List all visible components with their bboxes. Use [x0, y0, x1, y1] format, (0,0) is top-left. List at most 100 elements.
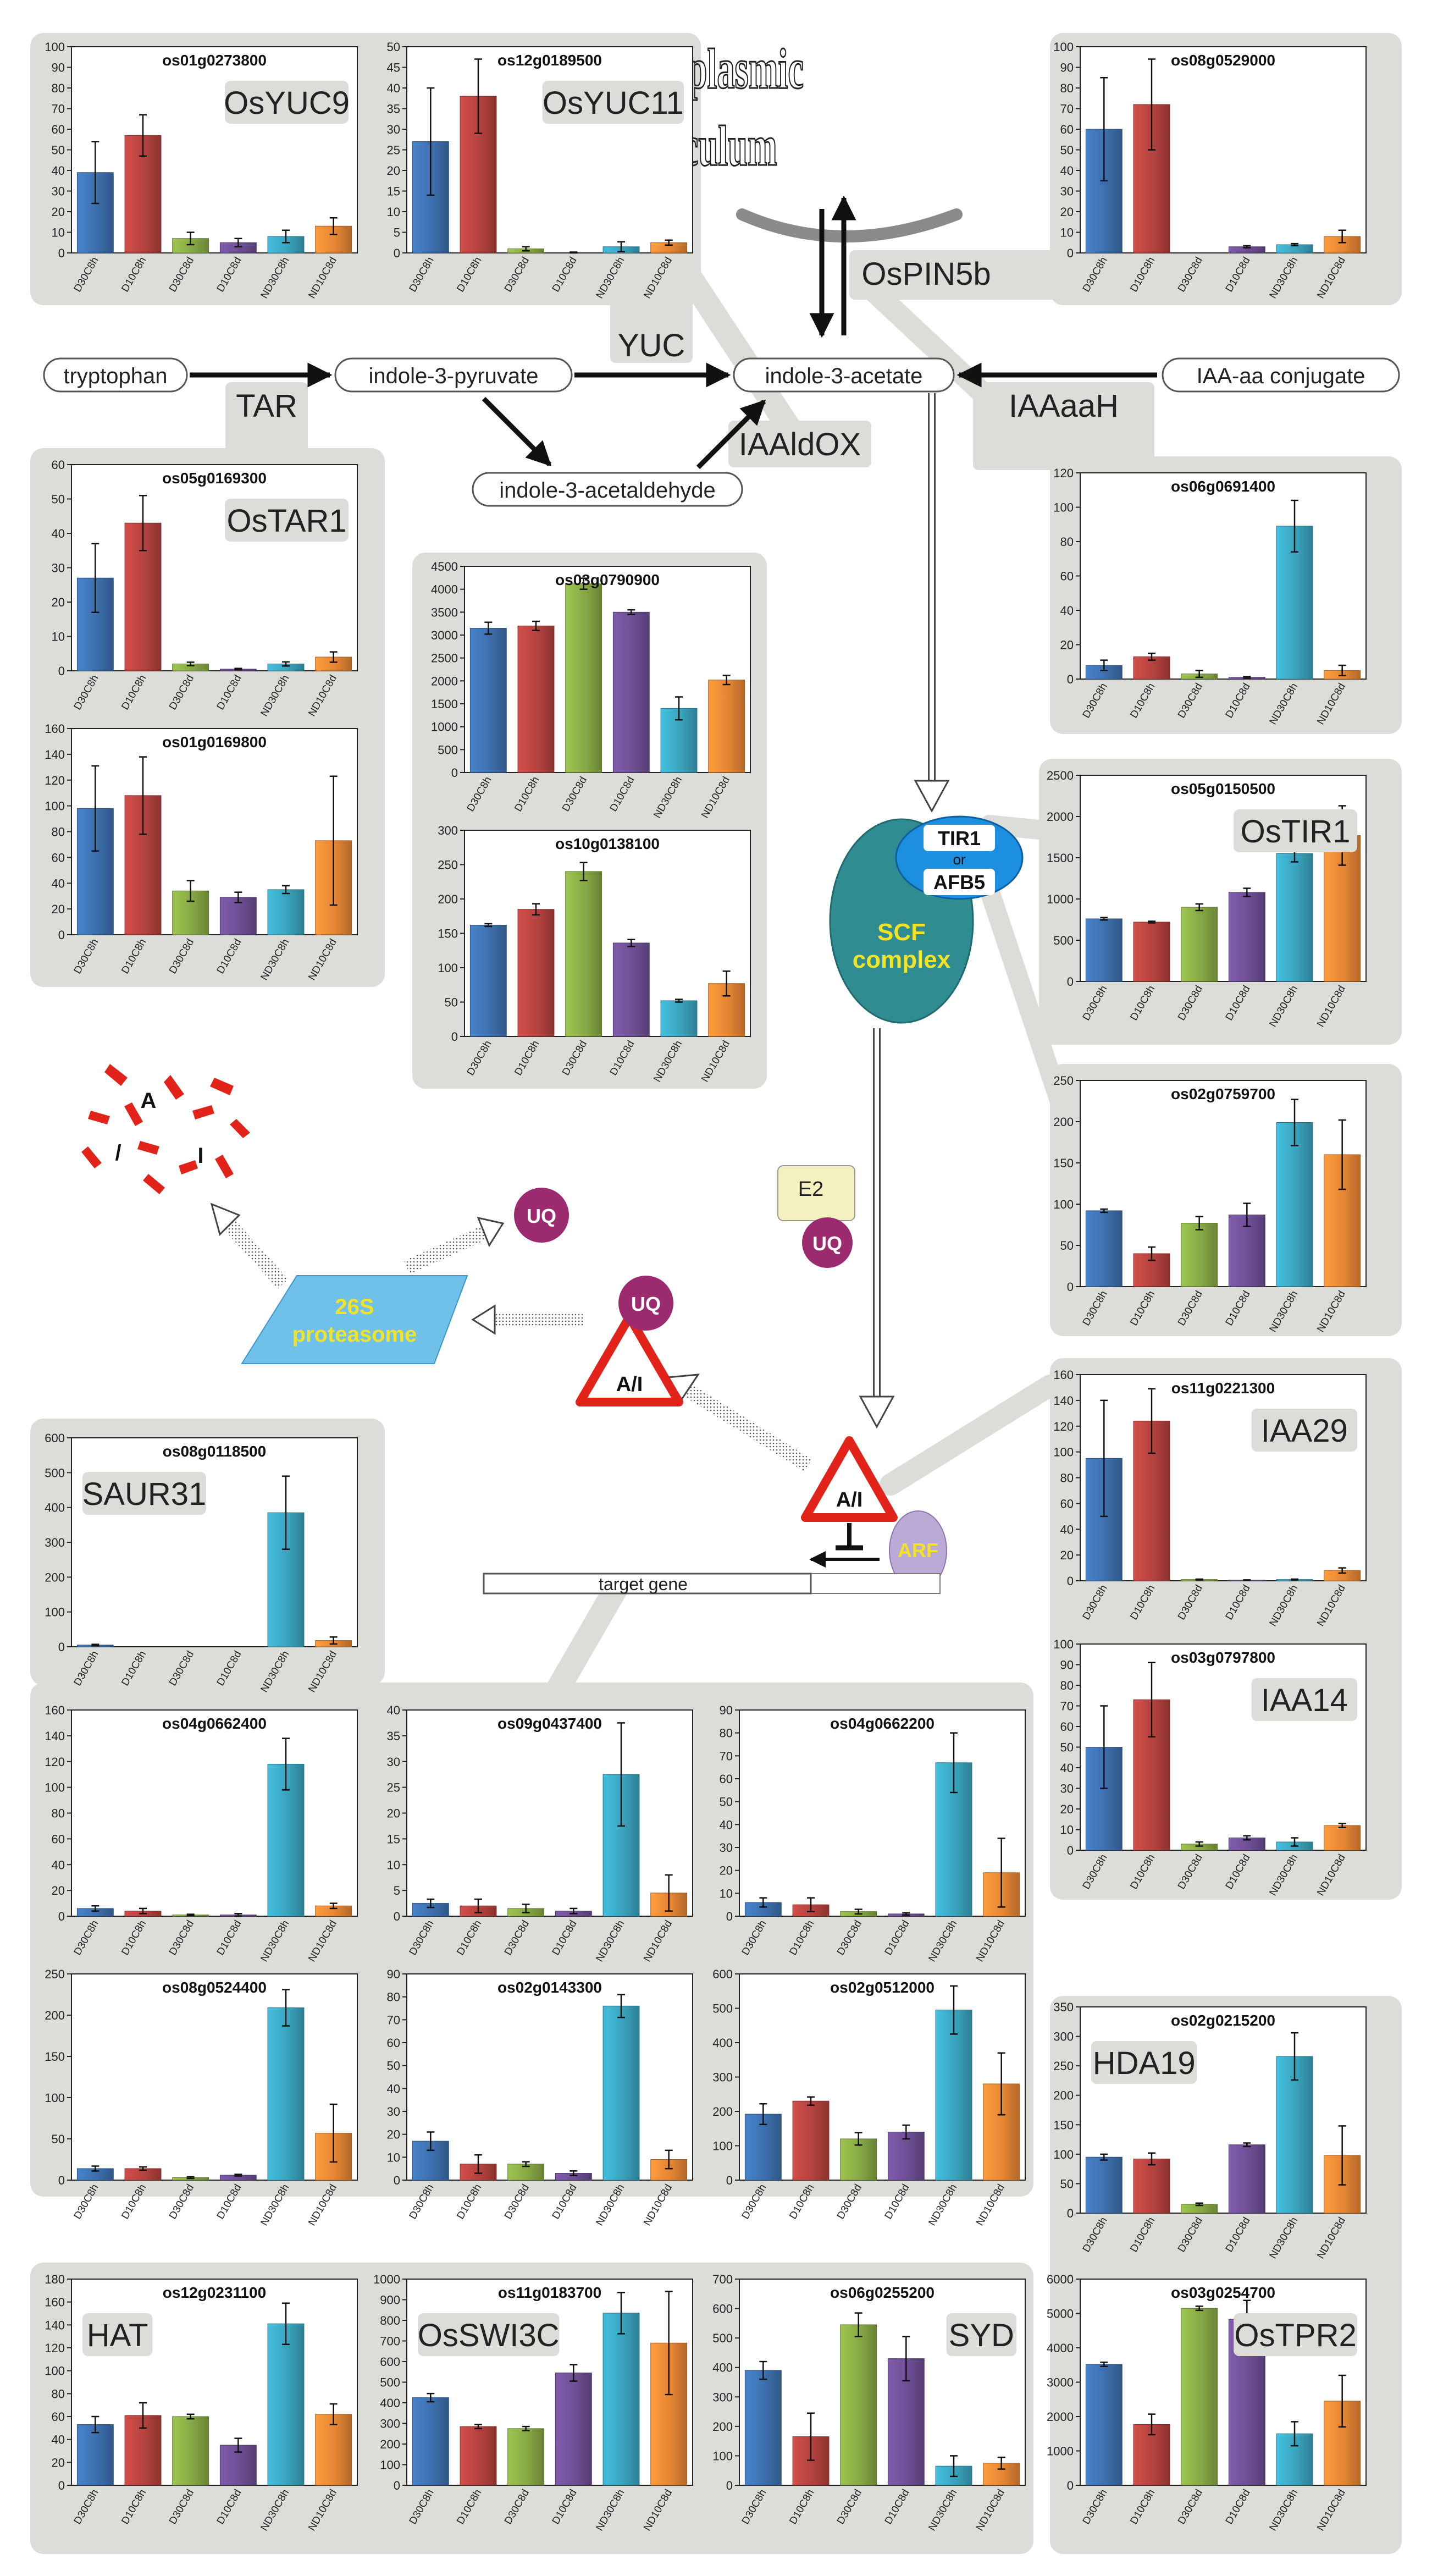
y-tick-label: 80: [1060, 1679, 1074, 1692]
scf-label-line1: SCF: [877, 919, 926, 946]
bar-D30C8d: [565, 871, 602, 1037]
y-tick-label: 0: [1067, 2207, 1074, 2220]
y-tick-label: 50: [387, 40, 400, 54]
y-tick-label: 90: [1060, 61, 1074, 75]
y-tick-label: 20: [52, 902, 65, 916]
repressor-release-path: [672, 1376, 812, 1472]
gene-name: SAUR31: [82, 1476, 207, 1512]
y-tick-label: 10: [1060, 226, 1074, 240]
y-tick-label: 0: [394, 246, 400, 260]
aux-iaa-connector: [880, 1375, 1061, 1496]
chart-gene-id: os01g0169800: [162, 733, 267, 751]
y-tick-label: 100: [45, 2091, 65, 2105]
y-tick-label: 30: [720, 1841, 733, 1855]
y-tick-label: 5: [394, 226, 400, 240]
y-tick-label: 140: [45, 748, 65, 762]
plot-area: [1080, 2006, 1367, 2214]
y-tick-label: 5: [394, 1884, 400, 1897]
bar-D30C8d: [507, 2428, 545, 2486]
y-tick-label: 1500: [1047, 851, 1074, 865]
er-membrane: [736, 208, 963, 242]
y-tick-label: 800: [380, 2314, 400, 2327]
chart-gene-id: os06g0691400: [1171, 478, 1275, 495]
enzyme-tar: TAR: [236, 388, 297, 424]
y-tick-label: 0: [394, 2174, 400, 2187]
gene-name: OsTAR1: [227, 503, 347, 539]
y-tick-label: 35: [387, 102, 400, 116]
gene-name: IAA14: [1261, 1683, 1348, 1718]
y-tick-label: 60: [52, 458, 65, 472]
aux-iaa-repressor: [801, 1436, 898, 1522]
bar-D30C8h: [469, 628, 507, 773]
bar-D10C8d: [1228, 892, 1265, 982]
afb5-tag: [924, 869, 995, 895]
chart-gene-id: os02g0143300: [497, 1979, 602, 1996]
y-tick-label: 350: [1053, 2000, 1074, 2014]
y-tick-label: 0: [58, 246, 65, 260]
y-tick-label: 100: [1053, 2148, 1074, 2161]
iaa-to-receptor-head: [914, 780, 950, 813]
y-tick-label: 100: [45, 2364, 65, 2378]
signalling-complex: SCF complex TIR1 or AFB5 E2 UQ A/I ARF t…: [81, 393, 1024, 1595]
y-tick-label: 70: [1060, 1700, 1074, 1713]
y-tick-label: 200: [712, 2105, 733, 2119]
y-tick-label: 60: [387, 2036, 400, 2050]
y-tick-label: 10: [387, 2150, 400, 2164]
y-tick-label: 70: [720, 1749, 733, 1763]
chart-gene-id: os03g0254700: [1171, 2284, 1275, 2301]
y-tick-label: 50: [1060, 2177, 1074, 2191]
y-tick-label: 140: [45, 1729, 65, 1743]
y-tick-label: 300: [712, 2071, 733, 2084]
y-tick-label: 150: [1053, 1156, 1074, 1170]
y-tick-label: 10: [720, 1887, 733, 1900]
fragment: [124, 1102, 143, 1126]
bar-D30C8h: [1085, 2364, 1123, 2486]
node-indole-3-acetate-label: indole-3-acetate: [765, 364, 923, 388]
y-tick-label: 10: [387, 1858, 400, 1872]
y-tick-label: 900: [380, 2293, 400, 2307]
y-tick-label: 160: [45, 1703, 65, 1717]
y-tick-label: 150: [45, 2050, 65, 2064]
y-tick-label: 60: [52, 123, 65, 136]
y-tick-label: 500: [1053, 934, 1074, 947]
gene-name-tag: [82, 1472, 206, 1515]
y-tick-label: 100: [45, 1781, 65, 1795]
y-tick-label: 0: [1067, 246, 1074, 260]
target-gene-box: [483, 1573, 812, 1595]
bar-ND10C8d: [315, 2414, 352, 2486]
bar-D10C8d: [555, 2373, 592, 2486]
bar-D10C8h: [517, 625, 555, 773]
bar-D30C8d: [840, 2324, 877, 2486]
bar-D30C8h: [744, 2370, 782, 2486]
chart-gene-id: os02g0215200: [1171, 2012, 1275, 2029]
chart-gene-id: os08g0118500: [163, 1443, 266, 1460]
y-tick-label: 20: [52, 205, 65, 219]
y-tick-label: 500: [45, 1466, 65, 1480]
gene-name: OsSWI3C: [418, 2318, 560, 2353]
y-tick-label: 90: [387, 1967, 400, 1981]
y-tick-label: 4000: [1047, 2341, 1074, 2355]
plot-area: [71, 1437, 358, 1647]
y-tick-label: 300: [1053, 2030, 1074, 2044]
bar-ND30C8h: [1276, 2056, 1313, 2214]
y-tick-label: 25: [387, 1781, 400, 1795]
y-tick-label: 40: [52, 1858, 65, 1872]
y-tick-label: 40: [387, 1703, 400, 1717]
y-tick-label: 300: [45, 1536, 65, 1549]
y-tick-label: 20: [1060, 638, 1074, 652]
bar-D10C8h: [1133, 922, 1170, 982]
ubiquitin-repressor-label: UQ: [631, 1293, 661, 1315]
enzyme-labels: TAR YUC IAAldOX IAAaaH OsPIN5b: [236, 256, 1119, 462]
chart-gene-id: os05g0150500: [1171, 780, 1275, 797]
yuc-tab: [610, 286, 693, 363]
node-iaa-aa-conjugate: [1162, 357, 1400, 393]
plot-area: [1080, 1080, 1367, 1287]
afb5-label: AFB5: [933, 871, 985, 893]
y-tick-label: 100: [712, 2449, 733, 2463]
y-tick-label: 0: [58, 2174, 65, 2187]
y-tick-label: 0: [726, 1910, 733, 1923]
y-tick-label: 4000: [431, 583, 458, 597]
bar-ND10C8d: [1324, 1825, 1361, 1851]
gene-name-tag: [82, 2313, 153, 2356]
